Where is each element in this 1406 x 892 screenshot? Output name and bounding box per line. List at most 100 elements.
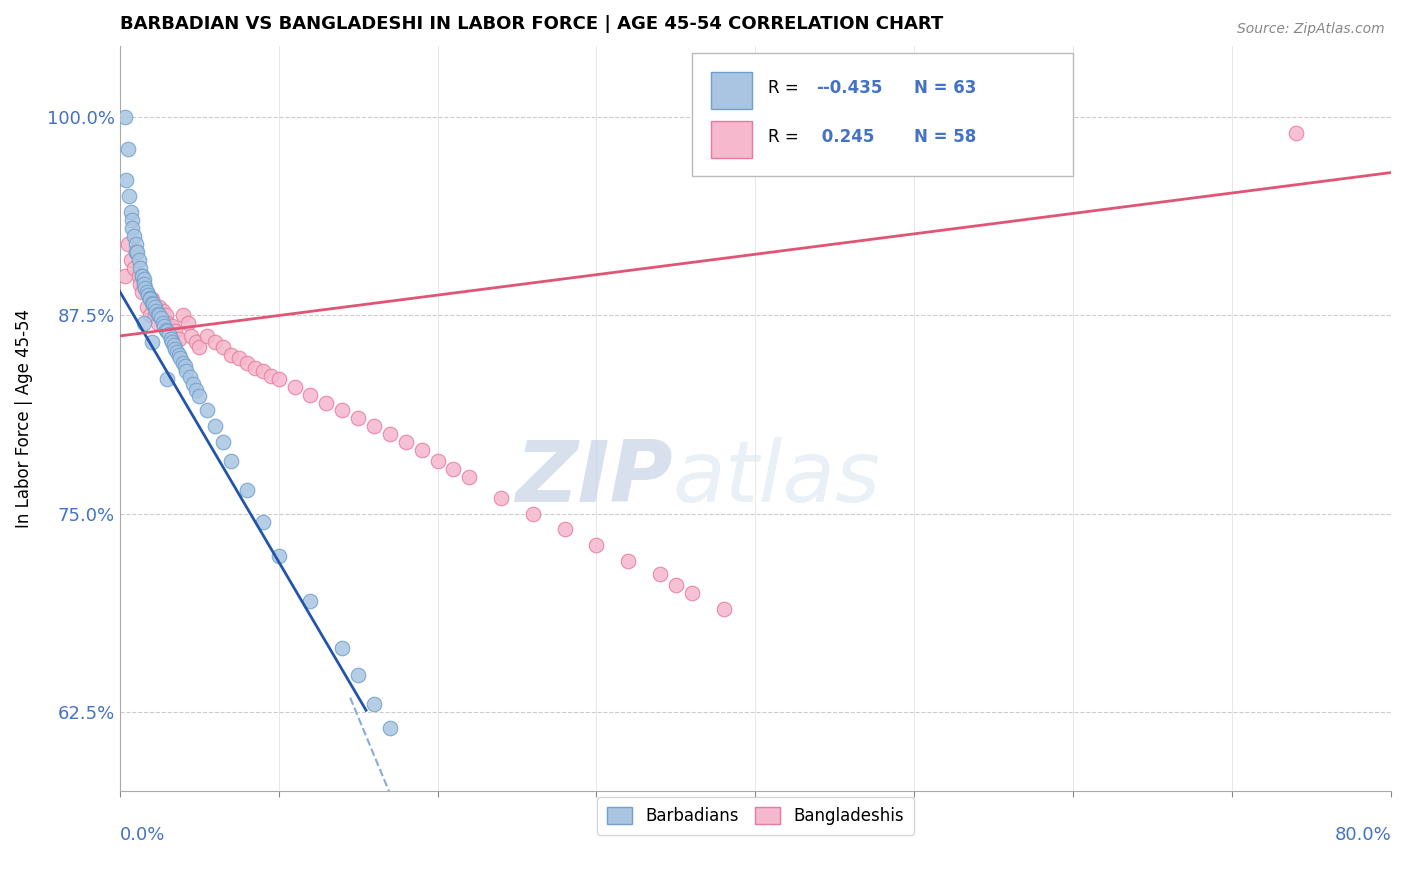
Point — [143, 308, 166, 322]
Point — [124, 244, 146, 259]
Point — [124, 244, 146, 259]
Point — [184, 335, 207, 350]
Point — [160, 335, 183, 350]
Point — [299, 387, 322, 401]
Point — [115, 173, 138, 187]
Point — [243, 360, 266, 375]
Point — [180, 329, 202, 343]
Point — [181, 376, 204, 391]
Point — [648, 566, 671, 581]
Point — [132, 316, 155, 330]
Point — [127, 244, 149, 259]
Point — [146, 307, 169, 321]
Point — [139, 291, 162, 305]
Text: N = 63: N = 63 — [914, 79, 977, 97]
Point — [378, 427, 401, 442]
Point — [212, 435, 235, 450]
Point — [681, 586, 703, 600]
Point — [395, 435, 418, 450]
Text: R =: R = — [768, 79, 804, 97]
Point — [155, 308, 177, 322]
Point — [131, 268, 153, 283]
Point — [426, 454, 449, 468]
Point — [132, 272, 155, 286]
Point — [167, 348, 190, 362]
Point — [315, 395, 337, 409]
Point — [156, 316, 179, 330]
Point — [172, 356, 194, 370]
Text: Source: ZipAtlas.com: Source: ZipAtlas.com — [1237, 22, 1385, 37]
Point — [152, 303, 174, 318]
Text: ZIP: ZIP — [515, 436, 672, 519]
Point — [176, 364, 198, 378]
Point — [188, 340, 211, 354]
Point — [150, 311, 173, 326]
Point — [267, 372, 290, 386]
Point — [283, 380, 305, 394]
Point — [134, 281, 156, 295]
Point — [129, 260, 152, 275]
Point — [117, 142, 139, 156]
Point — [713, 601, 735, 615]
Point — [124, 236, 146, 251]
Point — [118, 189, 141, 203]
Point — [131, 285, 153, 299]
Point — [184, 383, 207, 397]
Point — [363, 419, 385, 434]
Point — [1285, 126, 1308, 140]
Point — [121, 221, 143, 235]
Point — [165, 324, 187, 338]
Point — [411, 443, 433, 458]
Point — [156, 324, 179, 338]
Point — [163, 338, 186, 352]
Point — [153, 319, 176, 334]
Point — [145, 303, 167, 318]
Point — [585, 538, 607, 552]
Point — [132, 277, 155, 291]
Point — [165, 342, 187, 356]
Point — [347, 668, 370, 682]
Point — [148, 308, 170, 322]
Point — [122, 229, 145, 244]
Point — [141, 293, 163, 307]
Text: atlas: atlas — [672, 436, 880, 519]
Point — [204, 419, 226, 434]
Point — [146, 316, 169, 330]
Point — [236, 356, 259, 370]
Point — [117, 236, 139, 251]
Point — [157, 327, 180, 342]
Y-axis label: In Labor Force | Age 45-54: In Labor Force | Age 45-54 — [15, 309, 32, 528]
Point — [128, 252, 150, 267]
Point — [129, 277, 152, 291]
Point — [212, 340, 235, 354]
Text: 0.245: 0.245 — [817, 128, 875, 146]
Point — [195, 329, 218, 343]
Point — [260, 368, 283, 383]
FancyBboxPatch shape — [692, 54, 1073, 176]
Point — [665, 578, 688, 592]
Point — [617, 554, 640, 568]
Point — [139, 293, 162, 307]
Point — [152, 316, 174, 330]
Point — [347, 411, 370, 425]
Point — [174, 359, 197, 373]
Point — [156, 372, 179, 386]
Point — [114, 110, 136, 124]
Legend: Barbadians, Bangladeshis: Barbadians, Bangladeshis — [596, 797, 914, 835]
Text: 80.0%: 80.0% — [1334, 826, 1391, 844]
Point — [554, 523, 576, 537]
Point — [267, 549, 290, 564]
Point — [138, 287, 160, 301]
Point — [141, 335, 163, 350]
Point — [330, 403, 353, 417]
Point — [177, 316, 200, 330]
Point — [139, 308, 162, 322]
Point — [188, 389, 211, 403]
Point — [148, 301, 170, 315]
Text: --0.435: --0.435 — [817, 79, 883, 97]
Point — [363, 697, 385, 711]
Point — [167, 332, 190, 346]
Point — [120, 252, 142, 267]
Point — [135, 301, 157, 315]
Point — [132, 277, 155, 291]
